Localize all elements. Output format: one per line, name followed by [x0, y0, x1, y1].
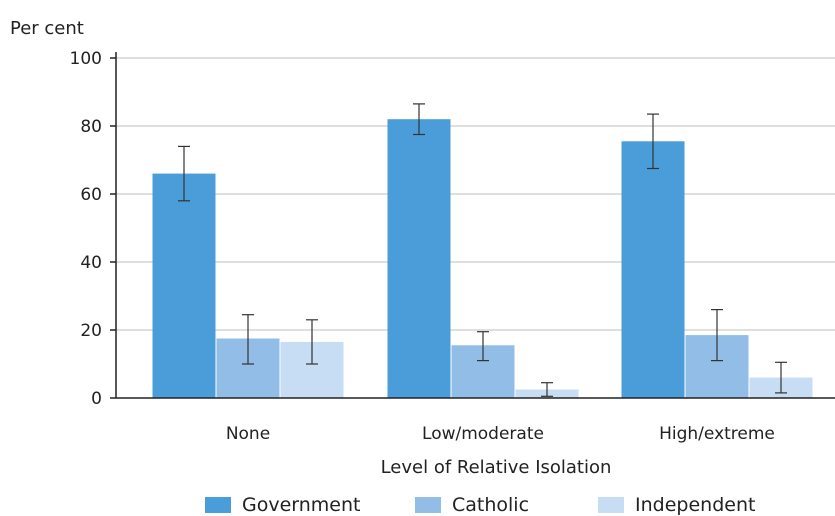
axes	[110, 52, 835, 399]
bar	[621, 141, 685, 399]
legend-label: Catholic	[452, 494, 529, 516]
x-axis-label: Level of Relative Isolation	[381, 457, 612, 478]
bar	[152, 173, 216, 398]
y-axis-label: Per cent	[10, 18, 84, 39]
legend-label: Government	[242, 494, 361, 516]
y-tick-label: 20	[80, 321, 102, 341]
error-bars	[178, 103, 787, 397]
x-tick-label: High/extreme	[659, 424, 775, 444]
x-tick-label: None	[226, 424, 270, 444]
legend-label: Independent	[635, 494, 755, 516]
legend-swatch	[205, 497, 231, 513]
legend-swatch	[598, 497, 624, 513]
legend-swatch	[415, 497, 441, 513]
y-tick-label: 0	[91, 389, 102, 409]
x-tick-labels: None Low/moderate High/extreme	[226, 424, 775, 444]
y-tick-label: 40	[80, 253, 102, 273]
y-tick-label: 60	[80, 185, 102, 205]
y-tick-label: 100	[70, 49, 102, 69]
bar	[387, 119, 451, 398]
y-tick-label: 80	[80, 117, 102, 137]
x-tick-label: Low/moderate	[422, 424, 544, 444]
y-tick-labels: 0 20 40 60 80 100	[70, 49, 102, 409]
gridlines	[116, 57, 835, 331]
legend: Government Catholic Independent	[205, 494, 755, 516]
